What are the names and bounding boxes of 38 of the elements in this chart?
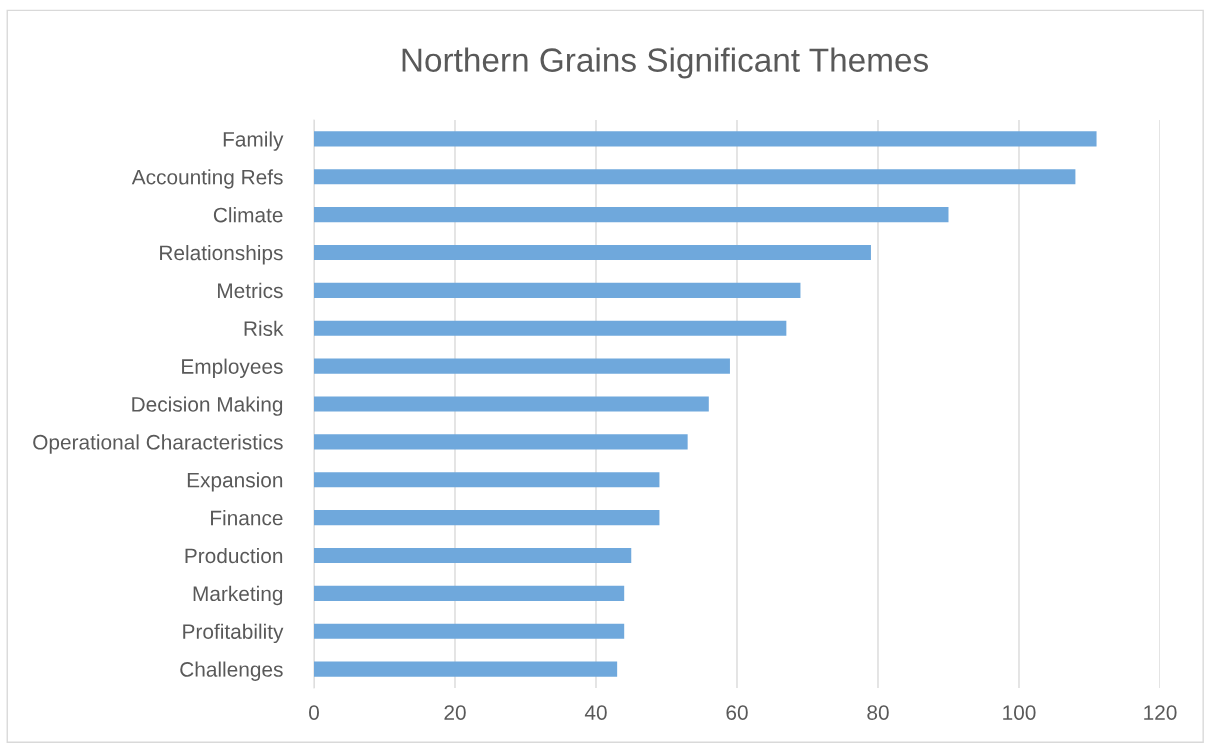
bar <box>314 547 632 564</box>
bar <box>314 244 871 261</box>
y-tick-label: Employees <box>182 358 283 379</box>
y-tick-label: Risk <box>244 320 284 337</box>
x-tick-label: 20 <box>444 705 466 720</box>
y-tick-label: Profitability <box>183 623 284 644</box>
y-tick-label: Decision Making <box>132 396 283 416</box>
y-tick-label: Climate <box>213 207 283 223</box>
bar <box>314 282 801 298</box>
bar <box>314 358 730 374</box>
y-tick-label: Production <box>185 547 283 564</box>
bar <box>314 169 1076 185</box>
x-tick-label: 40 <box>584 705 607 720</box>
y-tick-label: Operational Characteristics <box>33 434 283 454</box>
bar <box>314 434 688 450</box>
bar <box>314 623 625 639</box>
x-tick-label: 80 <box>867 705 889 720</box>
bar <box>314 661 618 677</box>
y-tick-label: Marketing <box>193 585 283 606</box>
y-tick-label: Accounting Refs <box>131 169 283 189</box>
y-tick-label: Metrics <box>218 282 283 299</box>
bar <box>314 510 660 526</box>
y-tick-label: Relationships <box>160 244 283 265</box>
bar <box>314 320 787 336</box>
bar <box>314 207 949 223</box>
y-tick-label: Challenges <box>180 661 283 681</box>
y-tick-label: Finance <box>211 510 283 526</box>
x-tick-label: 100 <box>1003 705 1036 720</box>
bar <box>314 585 625 601</box>
x-tick-label: 60 <box>726 705 748 720</box>
x-tick-label: 120 <box>1144 705 1177 720</box>
bar <box>314 472 660 488</box>
bar <box>314 396 709 412</box>
chart-title: Northern Grains Significant Themes <box>402 47 928 79</box>
x-tick-label: 0 <box>309 705 319 720</box>
y-tick-label: Expansion <box>187 472 283 492</box>
y-tick-label: Family <box>223 131 284 151</box>
bar <box>314 131 1097 147</box>
